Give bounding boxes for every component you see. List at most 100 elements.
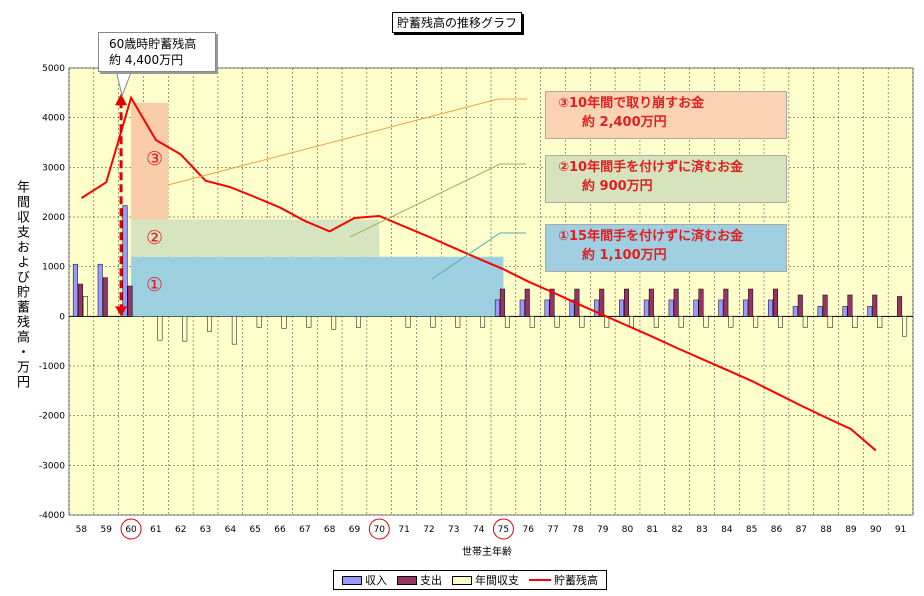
band-1: [131, 256, 504, 317]
bar-balance: [728, 316, 734, 328]
red-arrow-head-up: [115, 93, 128, 106]
bar-expense: [822, 294, 828, 317]
x-tick-label: 65: [249, 525, 260, 535]
annotation-3-line1: ③10年間で取り崩すお金: [558, 96, 705, 111]
bar-expense: [127, 285, 133, 317]
bar-expense: [748, 288, 754, 317]
x-tick-label: 77: [547, 525, 558, 535]
bar-balance: [678, 316, 684, 328]
bar-expense: [624, 288, 630, 317]
bar-expense: [599, 288, 605, 317]
x-tick-label: 85: [746, 525, 757, 535]
bar-balance: [455, 316, 461, 328]
bar-expense: [102, 277, 108, 317]
x-tick-label: 75: [498, 525, 509, 535]
x-tick-label: 86: [771, 525, 783, 535]
bar-expense: [549, 288, 555, 317]
age-highlight-circle: [492, 518, 514, 540]
legend-label-income: 収入: [365, 574, 387, 587]
bar-expense: [673, 288, 679, 317]
x-tick-label: 81: [647, 525, 658, 535]
y-tick-label: 0: [59, 312, 65, 322]
bar-income: [867, 306, 873, 317]
x-tick-label: 61: [150, 525, 161, 535]
legend-label-balance: 年間収支: [475, 574, 519, 587]
bar-balance: [877, 316, 883, 329]
legend-swatch-balance: [452, 575, 472, 585]
y-tick-label: -2000: [39, 412, 65, 422]
legend-item-expense: 支出: [397, 572, 442, 588]
bar-expense: [797, 294, 803, 317]
x-tick-label: 78: [572, 525, 584, 535]
x-tick-label: 60: [125, 525, 137, 535]
annotation-2: ②10年間手を付けずに済むお金 約 900万円: [545, 155, 787, 203]
x-tick-label: 80: [622, 525, 634, 535]
y-tick-label: 2000: [42, 213, 65, 223]
legend-swatch-income: [342, 575, 362, 585]
annotation-1: ①15年間手を付けずに済むお金 約 1,100万円: [545, 224, 787, 272]
x-tick-label: 59: [101, 525, 113, 535]
annotation-1-line1: ①15年間手を付けずに済むお金: [558, 229, 744, 244]
bar-income: [544, 299, 550, 317]
bar-income: [494, 299, 500, 317]
bar-income: [767, 299, 773, 317]
bar-income: [718, 299, 724, 317]
bar-expense: [897, 296, 903, 317]
y-tick-label: -1000: [39, 362, 65, 372]
x-tick-label: 89: [845, 525, 857, 535]
bar-expense: [847, 294, 853, 317]
bar-balance: [777, 316, 783, 328]
bar-balance: [306, 316, 312, 328]
bar-income: [643, 299, 649, 317]
bar-income: [693, 299, 699, 317]
x-tick-label: 62: [175, 525, 186, 535]
bar-expense: [872, 294, 878, 317]
bar-balance: [207, 316, 213, 332]
bar-income: [594, 299, 600, 317]
x-tick-label: 67: [299, 525, 310, 535]
x-tick-label: 66: [274, 525, 286, 535]
legend-label-expense: 支出: [420, 574, 442, 587]
bar-balance: [554, 316, 560, 328]
callout-60-savings: 60歳時貯蓄残高 約 4,400万円: [98, 32, 216, 72]
y-tick-label: 3000: [42, 163, 65, 173]
band-label-1: ①: [146, 274, 164, 296]
legend: 収入 支出 年間収支 貯蓄残高: [333, 570, 607, 590]
bar-expense: [499, 288, 505, 317]
x-axis-label: 世帯主年齢: [462, 547, 512, 558]
y-tick-label: 4000: [42, 114, 65, 124]
bar-balance: [82, 296, 88, 317]
bar-balance: [629, 316, 635, 328]
annotation-2-line2: 約 900万円: [582, 179, 653, 194]
annotation-3-line2: 約 2,400万円: [582, 115, 667, 130]
callout-line1: 60歳時貯蓄残高: [109, 37, 197, 51]
y-tick-label: -3000: [39, 461, 65, 471]
bar-balance: [827, 316, 833, 329]
bar-balance: [802, 316, 808, 328]
annotation-3: ③10年間で取り崩すお金 約 2,400万円: [545, 91, 787, 139]
y-axis-label: 年間収支および貯蓄残高・万円: [14, 180, 29, 390]
x-tick-label: 68: [324, 525, 336, 535]
bar-expense: [524, 288, 530, 317]
x-tick-label: 64: [225, 525, 237, 535]
band-label-2: ②: [146, 227, 164, 249]
annotation-2-line1: ②10年間手を付けずに済むお金: [558, 160, 744, 175]
legend-item-savings: 貯蓄残高: [529, 572, 598, 588]
annotation-1-line2: 約 1,100万円: [582, 248, 667, 263]
legend-swatch-expense: [397, 575, 417, 585]
bar-balance: [231, 316, 237, 345]
red-arrow-head-down: [115, 306, 128, 317]
bar-income: [668, 299, 674, 317]
y-tick-label: -4000: [39, 511, 65, 521]
band-3: [131, 102, 169, 220]
band-label-3: ③: [146, 148, 164, 170]
bar-income: [792, 306, 798, 317]
x-tick-label: 83: [696, 525, 707, 535]
bar-balance: [480, 316, 486, 328]
leader-line-2: [349, 163, 526, 238]
bar-expense: [648, 288, 654, 317]
x-tick-label: 73: [448, 525, 459, 535]
age-highlight-circle: [368, 518, 390, 540]
legend-item-balance: 年間収支: [452, 572, 519, 588]
x-tick-label: 91: [895, 525, 906, 535]
